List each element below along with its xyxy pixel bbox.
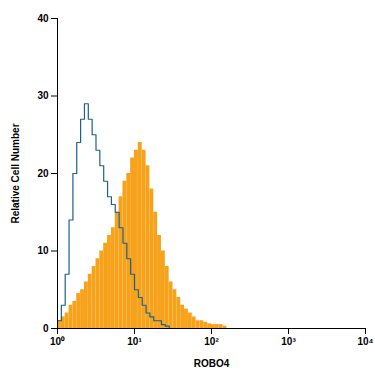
svg-text:10⁰: 10⁰ [50, 336, 65, 347]
svg-text:10³: 10³ [281, 336, 296, 347]
svg-text:10¹: 10¹ [127, 336, 142, 347]
svg-text:20: 20 [37, 168, 49, 179]
svg-text:10: 10 [37, 245, 49, 256]
svg-text:0: 0 [43, 323, 49, 334]
svg-text:30: 30 [37, 90, 49, 101]
svg-text:Relative Cell Number: Relative Cell Number [10, 123, 21, 223]
svg-text:10⁴: 10⁴ [357, 336, 373, 347]
svg-text:ROBO4: ROBO4 [194, 358, 230, 369]
svg-text:40: 40 [37, 13, 49, 24]
svg-text:10²: 10² [204, 336, 219, 347]
